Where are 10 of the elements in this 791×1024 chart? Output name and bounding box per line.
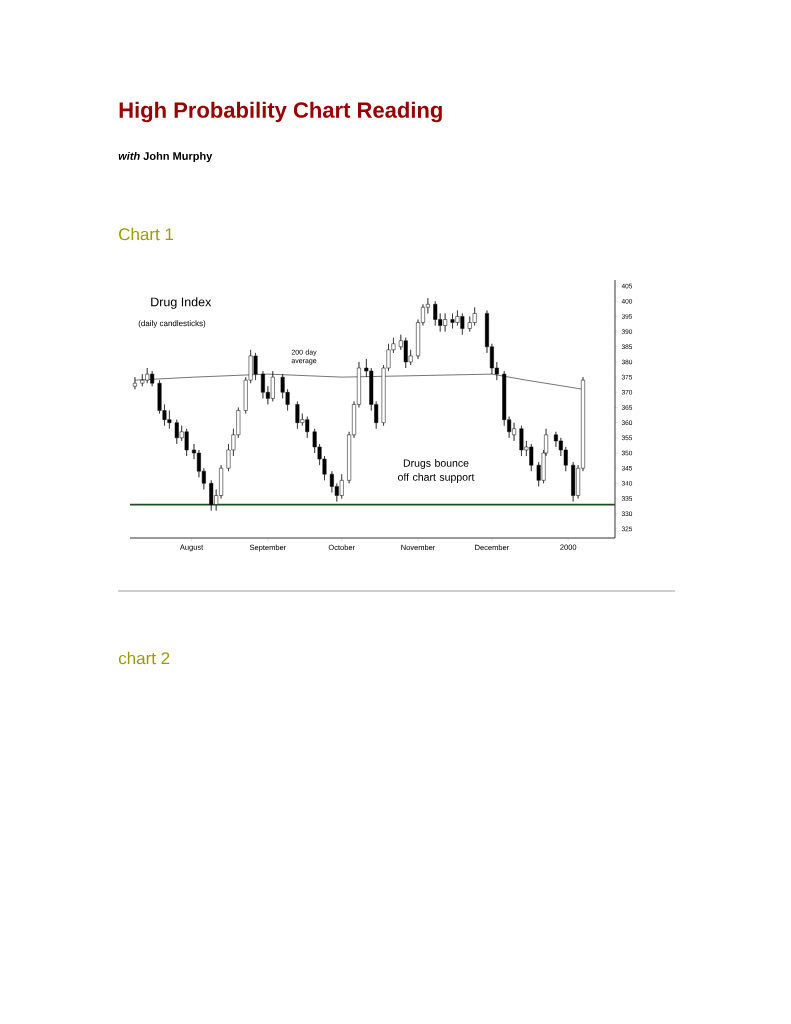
line-series [134,373,584,390]
annotation: Drugs bounce off chart support [398,459,475,483]
candlestick [571,461,576,502]
text: (daily candlesticks) [138,320,206,328]
caption: chart 2 [118,651,170,665]
text: with John Murphy [118,151,213,163]
caption: Chart 1 [119,227,174,241]
text: Drug Index [151,297,212,309]
candlestick [132,376,137,390]
text: High Probability Chart Reading [119,101,442,123]
